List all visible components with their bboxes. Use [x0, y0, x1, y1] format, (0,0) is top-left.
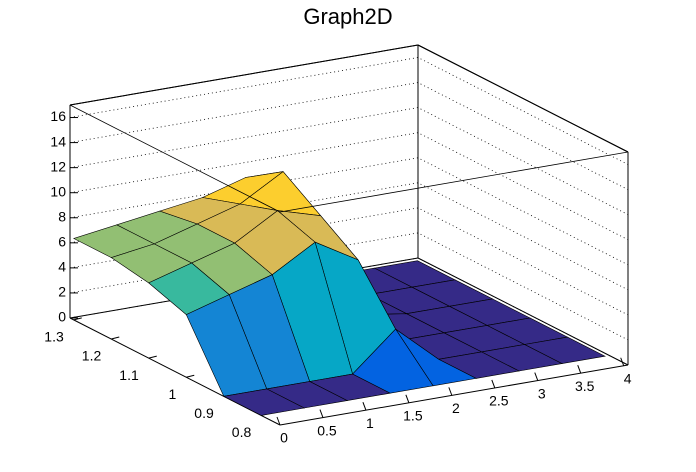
z-tick-label: 8	[58, 208, 66, 224]
grid-line	[69, 57, 629, 165]
x-tick-label: 3.5	[575, 378, 595, 394]
y-tick	[73, 317, 82, 321]
x-tick-label: 3	[538, 385, 546, 401]
y-tick-label: 0.9	[194, 405, 214, 421]
grid-line	[69, 107, 629, 215]
y-tick-label: 1.3	[44, 329, 64, 345]
surface-cell	[222, 388, 306, 416]
axis-line	[279, 364, 629, 426]
z-tick-label: 0	[58, 309, 66, 325]
z-tick-label: 14	[50, 133, 66, 149]
box-edge	[417, 44, 629, 153]
y-tick	[148, 355, 157, 359]
x-tick-label: 2	[452, 400, 460, 416]
x-tick-label: 1	[366, 415, 374, 431]
x-tick	[534, 372, 539, 381]
z-tick-label: 10	[50, 183, 66, 199]
x-tick	[276, 416, 281, 426]
x-tick	[577, 364, 582, 374]
z-tick-label: 4	[58, 259, 66, 275]
y-tick-label: 1	[168, 386, 176, 402]
y-tick-label: 1.2	[82, 348, 102, 364]
z-tick-label: 12	[50, 158, 66, 174]
x-tick	[491, 379, 496, 389]
x-tick	[405, 394, 410, 403]
x-tick-label: 0.5	[317, 422, 337, 438]
box-edge	[279, 151, 629, 213]
x-tick-label: 1.5	[403, 407, 423, 423]
x-tick	[620, 357, 625, 366]
x-tick-label: 0	[280, 430, 288, 446]
y-tick	[111, 336, 120, 340]
box-edge	[69, 44, 419, 106]
grid-line	[69, 82, 629, 190]
y-tick-label: 1.1	[119, 367, 139, 383]
chart-title: Graph2D	[303, 4, 392, 29]
y-tick	[186, 374, 195, 378]
y-tick-label: 0.8	[232, 424, 252, 440]
z-tick-label: 6	[58, 234, 66, 250]
x-tick	[319, 409, 324, 418]
x-tick	[362, 402, 367, 411]
x-tick-label: 2.5	[489, 393, 509, 409]
x-tick-label: 4	[624, 370, 632, 386]
box-edge	[69, 104, 281, 213]
z-tick-label: 16	[50, 108, 66, 124]
z-tick-label: 2	[58, 284, 66, 300]
x-tick	[448, 387, 453, 396]
